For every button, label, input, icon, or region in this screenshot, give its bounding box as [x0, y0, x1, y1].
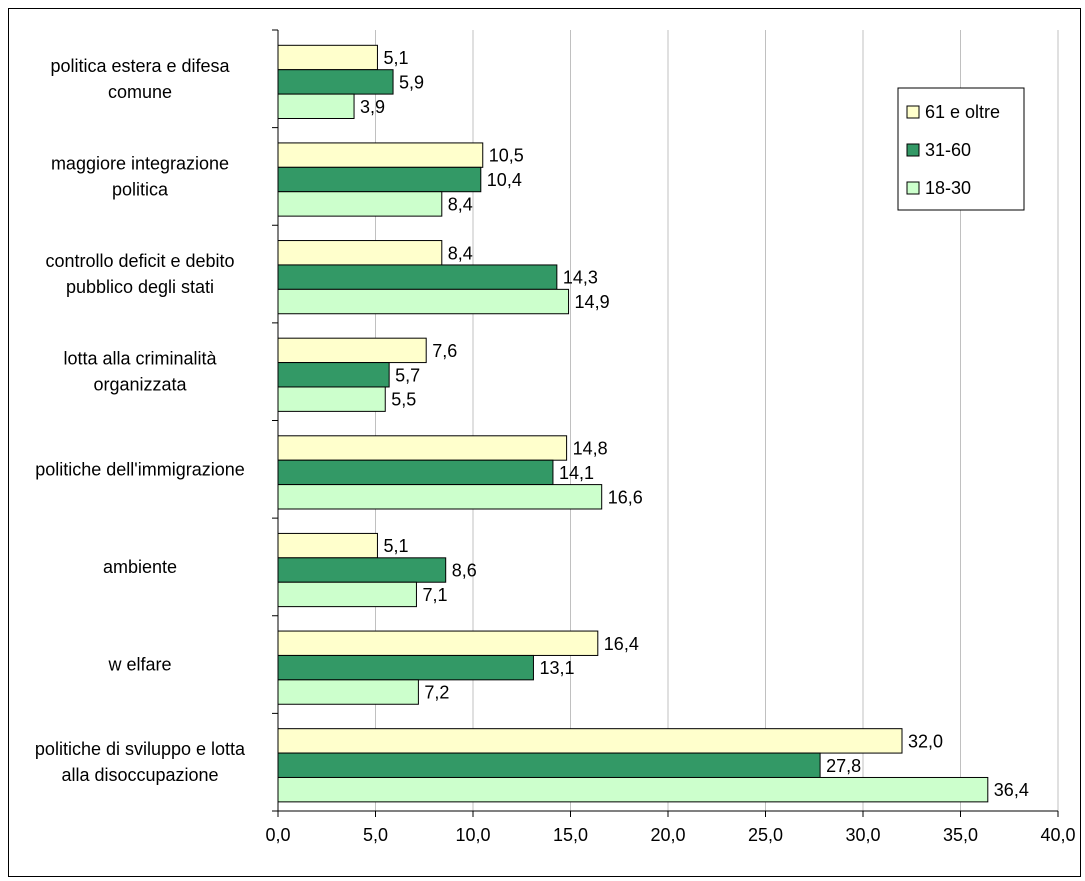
- bar: [277, 191, 443, 217]
- legend-swatch: [906, 181, 920, 195]
- bar: [277, 69, 394, 95]
- bar: [277, 386, 386, 412]
- bar: [277, 166, 482, 193]
- category-label: politica: [112, 179, 169, 199]
- bar: [277, 459, 554, 486]
- bar: [277, 728, 903, 754]
- bar: [277, 337, 427, 364]
- data-label: 5,5: [391, 390, 416, 410]
- legend-swatch: [906, 143, 920, 157]
- x-tick-label: 30,0: [845, 825, 880, 845]
- data-label: 16,6: [608, 487, 643, 507]
- data-label: 27,8: [826, 756, 861, 776]
- bar: [277, 142, 484, 168]
- data-label: 32,0: [908, 731, 943, 751]
- data-label: 36,4: [994, 780, 1029, 800]
- category-label: lotta alla criminalità: [63, 349, 217, 369]
- category-label: controllo deficit e debito: [45, 251, 234, 271]
- data-label: 7,1: [422, 585, 447, 605]
- category-label: organizzata: [93, 375, 187, 395]
- data-label: 10,5: [489, 146, 524, 166]
- data-label: 3,9: [360, 97, 385, 117]
- data-label: 13,1: [539, 658, 574, 678]
- bar: [277, 362, 390, 388]
- bar: [277, 264, 558, 290]
- data-label: 14,9: [575, 292, 610, 312]
- bar: [277, 557, 447, 583]
- bar: [277, 776, 989, 803]
- bar: [277, 240, 443, 266]
- bar: [277, 288, 570, 315]
- legend-label: 18-30: [925, 178, 971, 198]
- data-label: 7,6: [432, 341, 457, 361]
- bar: [277, 752, 821, 778]
- bar: [277, 435, 568, 461]
- bar: [277, 654, 534, 681]
- data-label: 5,1: [383, 536, 408, 556]
- category-label: politica estera e difesa: [50, 56, 230, 76]
- data-label: 7,2: [424, 683, 449, 703]
- data-label: 8,4: [448, 194, 473, 214]
- category-label: pubblico degli stati: [66, 277, 214, 297]
- x-tick-label: 10,0: [455, 825, 490, 845]
- data-label: 5,9: [399, 72, 424, 92]
- data-label: 10,4: [487, 170, 522, 190]
- bar: [277, 532, 378, 559]
- x-tick-label: 15,0: [553, 825, 588, 845]
- data-label: 8,4: [448, 243, 473, 263]
- x-tick-label: 40,0: [1040, 825, 1075, 845]
- bar: [277, 679, 419, 705]
- x-tick-label: 5,0: [363, 825, 388, 845]
- data-label: 5,7: [395, 365, 420, 385]
- bar: [277, 581, 417, 608]
- bar: [277, 44, 378, 71]
- category-label: politiche di sviluppo e lotta: [35, 739, 246, 759]
- data-label: 14,1: [559, 463, 594, 483]
- legend-label: 31-60: [925, 140, 971, 160]
- category-label: comune: [108, 82, 172, 102]
- category-label: ambiente: [103, 557, 177, 577]
- x-tick-label: 0,0: [265, 825, 290, 845]
- category-label: politiche dell'immigrazione: [35, 459, 245, 479]
- data-label: 14,8: [573, 439, 608, 459]
- bar: [277, 93, 355, 119]
- x-tick-label: 20,0: [650, 825, 685, 845]
- data-label: 5,1: [383, 48, 408, 68]
- data-label: 16,4: [604, 634, 639, 654]
- category-label: maggiore integrazione: [51, 153, 229, 173]
- x-tick-label: 35,0: [943, 825, 978, 845]
- x-tick-label: 25,0: [748, 825, 783, 845]
- legend-swatch: [906, 105, 920, 119]
- bar: [277, 484, 603, 510]
- data-label: 14,3: [563, 268, 598, 288]
- category-label: w elfare: [107, 655, 171, 675]
- category-label: alla disoccupazione: [61, 765, 218, 785]
- legend-label: 61 e oltre: [925, 102, 1000, 122]
- bar: [277, 630, 599, 656]
- data-label: 8,6: [452, 561, 477, 581]
